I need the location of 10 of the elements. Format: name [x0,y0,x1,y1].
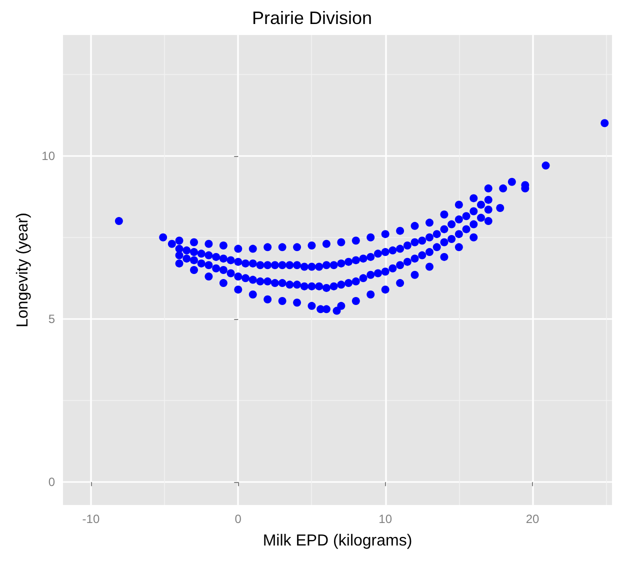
y-tick-label: 0 [48,475,56,490]
chart-title: Prairie Division [252,8,372,28]
y-tick-label: 5 [48,312,56,326]
y-tick-label: 10 [42,148,56,163]
x-tick-label: 10 [378,512,392,526]
x-axis-title: Milk EPD (kilograms) [262,532,412,550]
x-tick-label: 20 [526,512,540,526]
x-tick-label: 0 [234,512,242,526]
x-tick-label: -10 [82,512,100,526]
y-axis-title: Longevity (year) [14,212,32,328]
